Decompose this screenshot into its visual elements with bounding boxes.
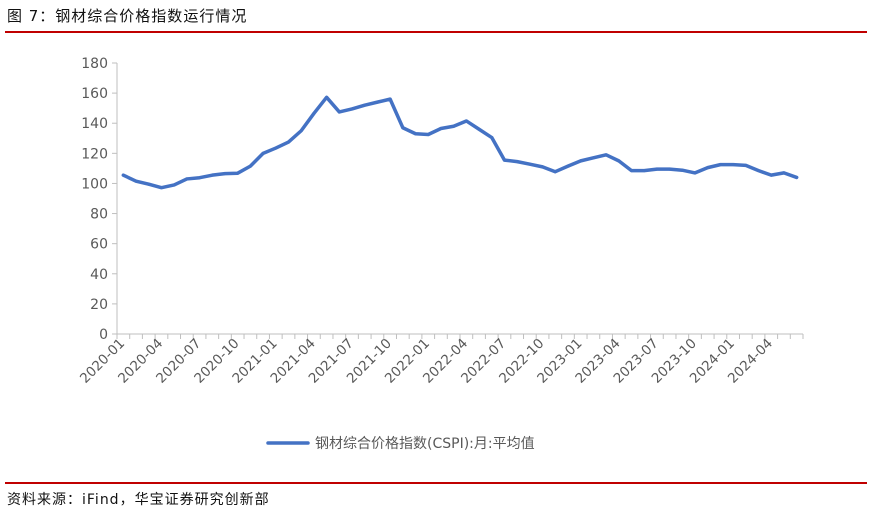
- data-point: [744, 163, 748, 167]
- y-tick-label: 80: [90, 207, 108, 223]
- data-point: [515, 160, 519, 164]
- data-point: [159, 186, 163, 190]
- data-point: [401, 126, 405, 130]
- x-axis: 2020-012020-042020-072020-102021-012021-…: [77, 333, 804, 387]
- y-tick-label: 180: [81, 56, 108, 72]
- legend: 钢材综合价格指数(CSPI):月:平均值: [266, 436, 535, 452]
- data-point: [706, 166, 710, 170]
- data-point: [769, 173, 773, 177]
- data-point: [414, 132, 418, 136]
- y-tick-label: 100: [81, 176, 108, 192]
- data-point: [261, 151, 265, 155]
- data-point: [566, 164, 570, 168]
- y-tick-label: 140: [81, 116, 108, 132]
- data-point: [375, 100, 379, 104]
- data-point: [223, 172, 227, 176]
- data-point: [630, 169, 633, 173]
- series-line: [121, 95, 799, 190]
- data-point: [198, 176, 202, 180]
- data-point: [668, 167, 672, 171]
- data-point: [287, 140, 290, 144]
- y-tick-label: 40: [90, 267, 108, 283]
- bottom-divider: [5, 482, 867, 484]
- data-point: [731, 163, 735, 167]
- source-note: 资料来源：iFind，华宝证券研究创新部: [7, 492, 270, 508]
- data-point: [439, 126, 443, 130]
- data-point: [426, 133, 430, 137]
- data-point: [452, 124, 456, 128]
- data-point: [490, 136, 494, 140]
- data-point: [121, 173, 125, 177]
- data-point: [757, 169, 761, 173]
- data-point: [655, 167, 659, 171]
- y-tick-label: 120: [81, 146, 108, 162]
- data-point: [553, 170, 557, 174]
- data-point: [299, 129, 303, 133]
- data-point: [617, 159, 621, 163]
- series-layer: [121, 95, 799, 190]
- data-point: [337, 110, 341, 114]
- y-tick-label: 60: [90, 237, 108, 253]
- data-point: [248, 164, 252, 168]
- data-point: [693, 171, 697, 175]
- data-point: [134, 179, 138, 183]
- data-point: [172, 183, 176, 187]
- data-point: [477, 127, 481, 131]
- data-point: [325, 95, 329, 99]
- y-tick-label: 20: [90, 297, 108, 313]
- data-point: [147, 182, 151, 186]
- data-point: [350, 107, 354, 111]
- data-point: [464, 119, 468, 123]
- y-tick-label: 160: [81, 86, 108, 102]
- data-point: [274, 146, 278, 150]
- data-point: [312, 111, 316, 115]
- data-point: [502, 158, 506, 162]
- y-tick-label: 0: [99, 327, 108, 343]
- data-point: [236, 171, 240, 175]
- data-point: [680, 168, 684, 172]
- legend-label: 钢材综合价格指数(CSPI):月:平均值: [315, 436, 535, 452]
- top-divider: [5, 31, 867, 33]
- data-point: [782, 171, 786, 175]
- y-axis: 0 20 40 60 80 100 120 140 160 180: [81, 56, 118, 343]
- data-point: [642, 169, 646, 173]
- data-point: [185, 177, 189, 181]
- data-point: [579, 159, 583, 163]
- data-point: [210, 173, 214, 177]
- figure-title: 图 7：钢材综合价格指数运行情况: [7, 7, 248, 25]
- data-point: [795, 175, 799, 179]
- data-point: [718, 163, 722, 167]
- data-point: [604, 153, 608, 157]
- data-point: [591, 156, 595, 160]
- data-point: [388, 97, 392, 101]
- data-point: [363, 103, 367, 107]
- data-point: [528, 162, 532, 166]
- data-point: [541, 165, 545, 169]
